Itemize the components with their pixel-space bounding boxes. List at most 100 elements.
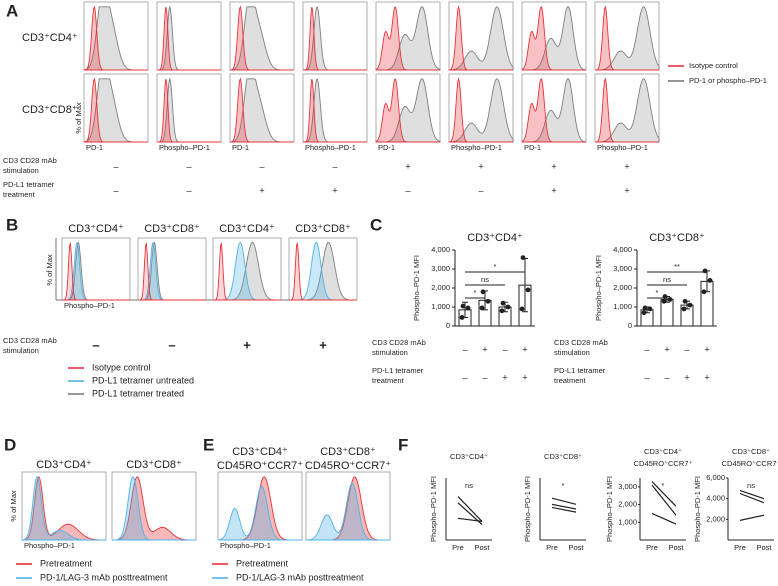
histogram xyxy=(448,78,514,143)
data-point xyxy=(499,308,505,314)
data-point xyxy=(701,289,707,295)
x-axis-label: Phospho–PD-1 xyxy=(159,143,210,152)
legend-label: Isotype control xyxy=(689,61,738,70)
condition-sign: + xyxy=(332,185,337,195)
legend-label: PD-1/LAG-3 mAb posttreatment xyxy=(40,572,168,582)
chart-title: CD3⁺CD8⁺ xyxy=(649,232,705,244)
row-label: CD3⁺CD4⁺ xyxy=(22,32,78,44)
data-point xyxy=(459,315,465,320)
histogram xyxy=(21,475,106,541)
histogram-title: CD3⁺CD4⁺ xyxy=(219,223,275,235)
condition-label: treatment xyxy=(372,376,405,385)
histogram xyxy=(521,5,586,71)
histogram-frame xyxy=(229,73,295,143)
histogram-title: CD3⁺CD8⁺ xyxy=(320,446,376,458)
subject-line xyxy=(651,512,677,525)
histogram xyxy=(375,77,440,143)
condition-sign: + xyxy=(405,161,410,171)
data-point xyxy=(500,300,506,306)
condition-sign: + xyxy=(624,161,629,171)
histogram-title: CD3⁺CD8⁺ xyxy=(144,223,200,235)
condition-sign: + xyxy=(551,161,556,171)
histogram xyxy=(448,77,513,143)
subject-line xyxy=(551,503,577,510)
panel-label: D xyxy=(4,435,16,454)
panel-label: F xyxy=(398,435,408,454)
condition-sign: + xyxy=(259,185,264,195)
condition-label: PD-L1 tetramer xyxy=(3,180,55,189)
x-tick-label: Post xyxy=(568,543,584,552)
y-tick-label: 2,000 xyxy=(706,514,725,523)
condition-label: stimulation xyxy=(3,346,39,355)
histogram-title: CD45RO⁺CCR7⁺ xyxy=(305,460,391,472)
y-axis-label: % of Max xyxy=(9,490,18,522)
histogram-title: CD45RO⁺CCR7⁺ xyxy=(217,460,303,472)
y-tick-label: 1,000 xyxy=(613,302,632,311)
data-point xyxy=(667,297,673,302)
condition-sign: + xyxy=(522,372,527,382)
x-tick-label: Pre xyxy=(646,543,658,552)
condition-sign: – xyxy=(644,344,649,354)
chart-title: CD3⁺CD4⁺ xyxy=(467,232,523,244)
panel-label: C xyxy=(370,215,382,234)
y-tick-label: 0 xyxy=(628,321,632,330)
histogram xyxy=(138,241,206,301)
condition-sign: + xyxy=(522,344,527,354)
histogram xyxy=(83,5,148,71)
data-point xyxy=(479,305,485,311)
histogram xyxy=(112,476,196,541)
data-point xyxy=(687,302,693,308)
panel-label: A xyxy=(6,1,18,20)
condition-sign: – xyxy=(113,185,118,195)
histogram-frame xyxy=(305,471,391,541)
data-point xyxy=(641,310,647,316)
significance-label: * xyxy=(662,481,665,490)
y-axis-label: Phospho–PD-1 MFI xyxy=(429,476,438,542)
condition-sign: – xyxy=(332,161,337,171)
condition-sign: + xyxy=(704,372,709,382)
data-point xyxy=(647,306,653,312)
condition-sign: – xyxy=(92,337,99,352)
condition-sign: + xyxy=(684,372,689,382)
data-point xyxy=(460,303,466,309)
data-point xyxy=(642,305,648,311)
histogram xyxy=(229,5,294,71)
histogram-frame xyxy=(521,1,587,71)
subject-line xyxy=(739,492,765,504)
data-point xyxy=(505,304,511,310)
significance-label: * xyxy=(562,481,565,490)
x-axis-label: Phospho–PD-1 xyxy=(64,301,115,310)
data-point xyxy=(661,298,667,304)
histogram xyxy=(217,485,302,541)
y-tick-label: 4,000 xyxy=(431,245,450,254)
y-tick-label: 4,000 xyxy=(613,245,632,254)
condition-label: stimulation xyxy=(554,348,590,357)
significance-label: * xyxy=(656,288,659,297)
y-axis-label: Phospho–PD-1 MFI xyxy=(412,255,421,321)
bar xyxy=(660,298,674,327)
subject-line xyxy=(457,496,483,522)
x-tick-label: Pre xyxy=(546,543,558,552)
legend-label: PD-1 or phospho–PD-1 xyxy=(689,76,767,85)
condition-label: treatment xyxy=(554,376,587,385)
x-axis-label: PD-1 xyxy=(86,143,103,152)
histogram xyxy=(303,78,367,143)
x-axis-label: Phospho–PD-1 xyxy=(220,541,271,550)
significance-label: * xyxy=(474,288,477,297)
condition-label: CD3 CD28 mAb xyxy=(372,338,426,347)
histogram xyxy=(229,77,294,143)
condition-label: CD3 CD28 mAb xyxy=(554,338,608,347)
condition-sign: + xyxy=(624,185,629,195)
condition-sign: – xyxy=(462,372,467,382)
histogram xyxy=(213,241,281,301)
condition-sign: – xyxy=(482,372,487,382)
data-point xyxy=(519,306,525,312)
histogram xyxy=(21,476,106,541)
condition-label: stimulation xyxy=(372,348,408,357)
significance-label: ** xyxy=(674,262,680,271)
histogram-frame xyxy=(375,1,441,71)
plot-title: CD3⁺CD8⁺ xyxy=(732,447,770,456)
panel-label: E xyxy=(203,435,214,454)
condition-label: PD-L1 tetramer xyxy=(372,366,424,375)
y-axis-label: % of Max xyxy=(74,102,83,134)
